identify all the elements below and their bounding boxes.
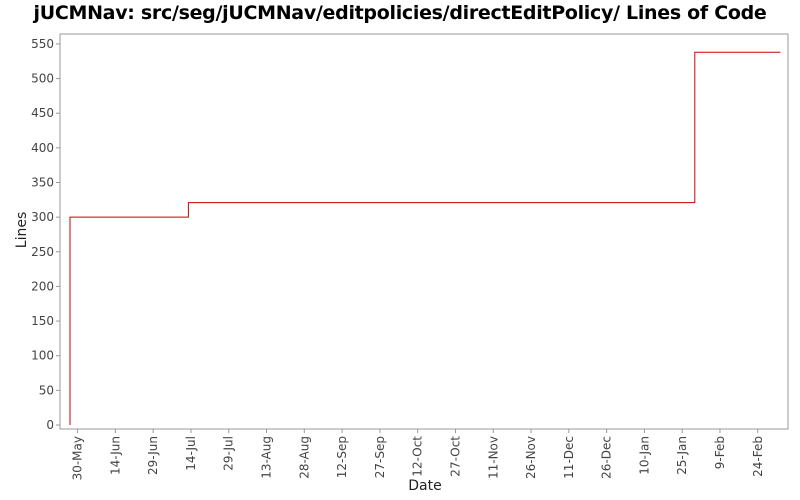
x-tick-label: 27-Oct (448, 436, 462, 477)
x-tick-label: 10-Jan (637, 436, 651, 475)
y-tick-label: 350 (31, 176, 54, 190)
x-tick-label: 30-May (71, 436, 85, 480)
x-tick-label: 13-Aug (260, 436, 274, 479)
y-tick-label: 250 (31, 245, 54, 259)
x-tick-label: 12-Sep (335, 436, 349, 478)
x-tick-label: 29-Jun (146, 436, 160, 475)
y-tick-label: 100 (31, 349, 54, 363)
x-tick-label: 28-Aug (297, 436, 311, 479)
y-tick-label: 150 (31, 314, 54, 328)
plot-area (59, 33, 789, 430)
series-layer (69, 51, 781, 425)
y-tick-label: 500 (31, 72, 54, 86)
y-tick-label: 300 (31, 210, 54, 224)
y-tick-label: 200 (31, 279, 54, 293)
x-axis: 30-May 14-Jun 29-Jun 14-Jul 29-Jul 13-Aug 28-A… (60, 428, 788, 480)
y-tick-label: 550 (31, 37, 54, 51)
y-tick-label: 450 (31, 106, 54, 120)
x-tick-label: 25-Jan (675, 436, 689, 475)
y-tick-label: 50 (39, 383, 54, 397)
y-axis-title: Lines (14, 212, 30, 248)
x-tick-label: 29-Jul (222, 436, 236, 471)
x-tick-label: 14-Jul (184, 436, 198, 471)
x-tick-label: 26-Nov (524, 436, 538, 479)
y-tick-label: 0 (46, 418, 54, 432)
x-tick-label: 24-Feb (751, 436, 765, 477)
x-tick-label: 12-Oct (411, 436, 425, 477)
x-tick-label: 14-Jun (108, 436, 122, 475)
x-tick-label: 9-Feb (713, 436, 727, 469)
x-tick-label: 27-Sep (373, 436, 387, 478)
x-tick-label: 11-Nov (486, 436, 500, 479)
y-tick-label: 400 (31, 141, 54, 155)
x-axis-title: Date (408, 478, 441, 494)
x-tick-label: 11-Dec (562, 436, 576, 479)
x-tick-label: 26-Dec (600, 436, 614, 479)
chart-title: jUCMNav: src/seg/jUCMNav/editpolicies/di… (33, 2, 767, 24)
y-axis: 0 50 100 150 200 250 300 350 400 450 500 550 (31, 34, 61, 432)
series-line (69, 51, 781, 425)
